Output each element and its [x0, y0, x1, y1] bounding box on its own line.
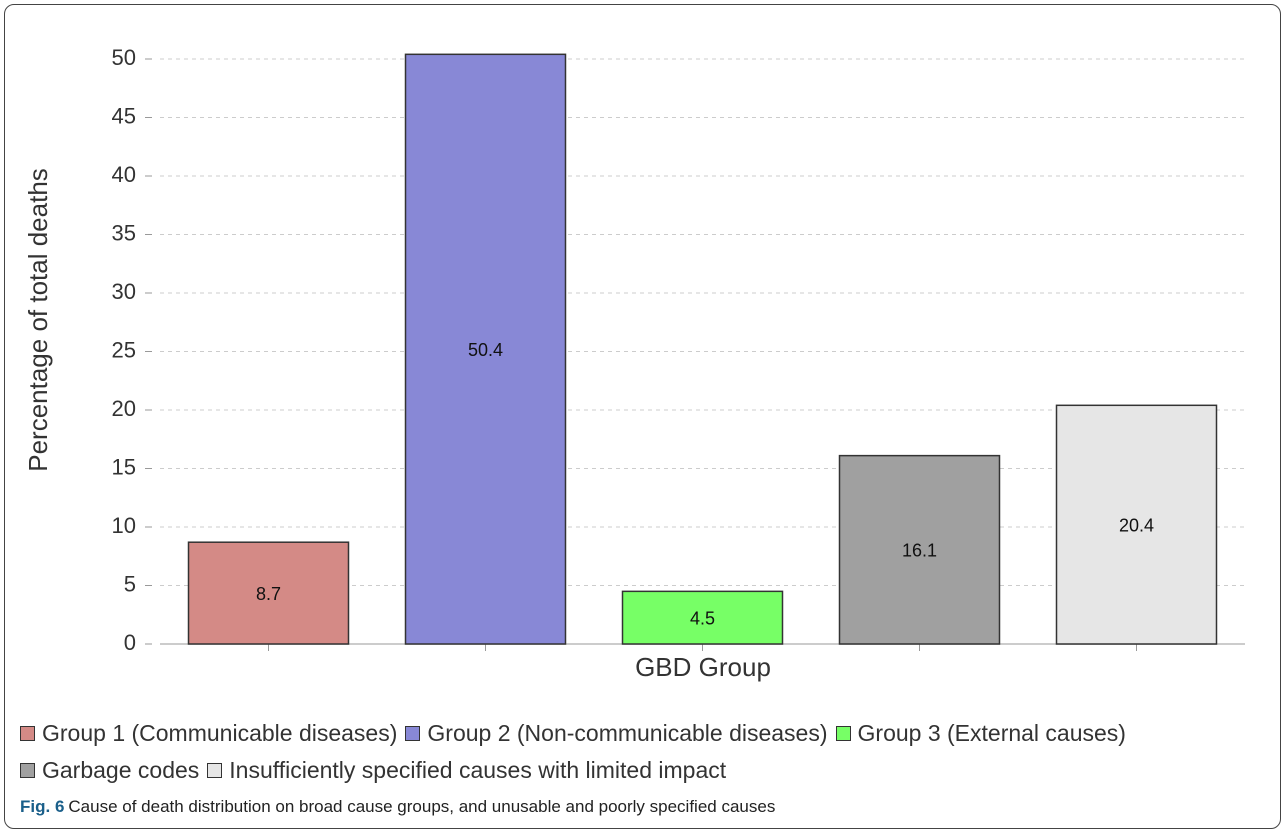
y-tick-label: 30 — [112, 279, 136, 304]
value-label: 8.7 — [256, 584, 281, 604]
legend-swatch — [207, 763, 223, 778]
bar — [1055, 404, 1218, 645]
chart: Percentage of total deaths GBD Group 0 5 1… — [23, 45, 1245, 682]
bar — [187, 541, 350, 645]
caption-label: Fig. 6 — [20, 797, 65, 816]
y-tick-label: 0 — [124, 630, 136, 655]
legend-swatch — [835, 726, 851, 741]
legend-item: Garbage codes — [20, 757, 199, 784]
value-label: 20.4 — [1119, 515, 1154, 535]
y-axis-label: Percentage of total deaths — [23, 168, 53, 472]
value-label: 4.5 — [690, 608, 715, 628]
bar — [404, 53, 567, 645]
y-tick-label: 20 — [112, 396, 136, 421]
legend-label: Group 3 (External causes) — [857, 720, 1126, 746]
legend-swatch — [405, 726, 421, 741]
frame — [4, 4, 1281, 829]
bar — [838, 454, 1001, 645]
legend-label: Garbage codes — [42, 757, 200, 783]
y-tick-label: 40 — [112, 162, 136, 187]
bar — [621, 590, 784, 645]
y-tick-label: 50 — [112, 45, 136, 70]
y-tick-label: 45 — [112, 103, 136, 128]
legend-swatch — [20, 726, 35, 741]
caption: Fig. 6 Cause of death distribution on bro… — [20, 797, 775, 817]
legend-item: Group 2 (Non-communicable diseases) — [405, 720, 828, 747]
x-axis-label: GBD Group — [635, 652, 771, 682]
legend-label: Group 2 (Non-communicable diseases) — [427, 720, 828, 746]
value-label: 16.1 — [902, 541, 937, 561]
legend: Group 1 (Communicable diseases) Group 2 (… — [20, 720, 1282, 784]
value-label: 50.4 — [468, 340, 503, 360]
y-tick-label: 10 — [112, 513, 136, 538]
y-tick-label: 15 — [112, 454, 136, 479]
y-tick-label: 5 — [124, 571, 136, 596]
legend-item: Group 1 (Communicable diseases) — [20, 720, 397, 747]
legend-item: Group 3 (External causes) — [835, 720, 1126, 747]
legend-label: Insufficiently specified causes with lim… — [229, 757, 727, 783]
caption-text: Cause of death distribution on broad cau… — [68, 797, 776, 816]
y-tick-label: 25 — [112, 337, 136, 362]
legend-item: Insufficiently specified causes with lim… — [207, 757, 726, 784]
y-tick-label: 35 — [112, 220, 136, 245]
legend-swatch — [20, 763, 35, 778]
legend-label: Group 1 (Communicable diseases) — [42, 720, 398, 746]
